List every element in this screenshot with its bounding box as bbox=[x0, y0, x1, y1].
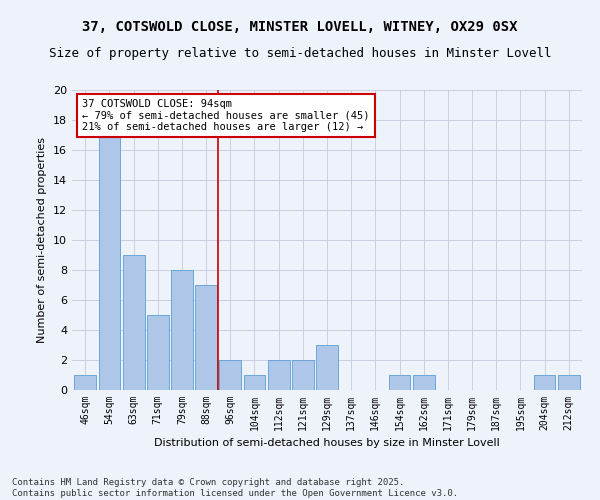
Bar bbox=[413, 375, 434, 390]
Bar bbox=[316, 345, 338, 390]
Text: Size of property relative to semi-detached houses in Minster Lovell: Size of property relative to semi-detach… bbox=[49, 48, 551, 60]
Text: 37, COTSWOLD CLOSE, MINSTER LOVELL, WITNEY, OX29 0SX: 37, COTSWOLD CLOSE, MINSTER LOVELL, WITN… bbox=[82, 20, 518, 34]
Bar bbox=[171, 270, 193, 390]
Text: Contains HM Land Registry data © Crown copyright and database right 2025.
Contai: Contains HM Land Registry data © Crown c… bbox=[12, 478, 458, 498]
Bar bbox=[244, 375, 265, 390]
Text: 37 COTSWOLD CLOSE: 94sqm
← 79% of semi-detached houses are smaller (45)
21% of s: 37 COTSWOLD CLOSE: 94sqm ← 79% of semi-d… bbox=[82, 99, 370, 132]
Bar bbox=[389, 375, 410, 390]
Bar bbox=[268, 360, 290, 390]
Bar bbox=[558, 375, 580, 390]
Bar bbox=[147, 315, 169, 390]
X-axis label: Distribution of semi-detached houses by size in Minster Lovell: Distribution of semi-detached houses by … bbox=[154, 438, 500, 448]
Bar bbox=[533, 375, 556, 390]
Bar bbox=[220, 360, 241, 390]
Bar bbox=[74, 375, 96, 390]
Bar bbox=[123, 255, 145, 390]
Bar bbox=[98, 135, 121, 390]
Bar bbox=[195, 285, 217, 390]
Y-axis label: Number of semi-detached properties: Number of semi-detached properties bbox=[37, 137, 47, 343]
Bar bbox=[292, 360, 314, 390]
